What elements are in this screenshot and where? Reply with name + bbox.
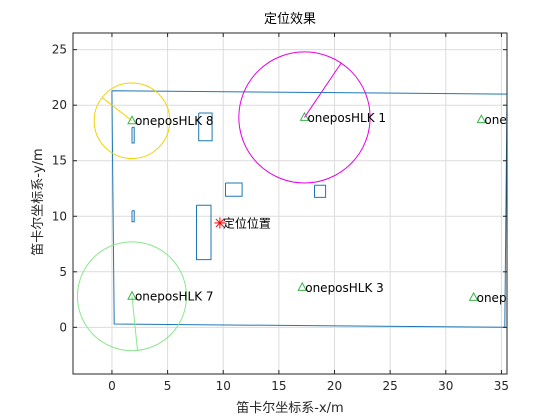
x-tick-label: 20 [327,379,342,393]
grid [73,33,507,374]
y-tick-label: 25 [52,43,67,57]
x-tick-label: 0 [108,379,116,393]
y-tick-label: 20 [52,98,67,112]
position-marker [214,217,226,229]
axes: 0 5 10 15 20 25 30 35 0 5 10 15 20 25 [52,32,509,393]
obstacle [198,112,213,142]
range-circle [238,51,371,184]
obstacle [131,210,135,223]
chart-title: 定位效果 [264,12,316,27]
plot-area: oneposHLK 1 oneposHLK 2 oneposHLK 3 oneposH… [76,51,560,352]
anchor-marker [127,115,137,125]
range-circle [76,241,188,352]
anchor-label: oneposHLK 2 [484,113,560,127]
anchor-marker [297,281,308,291]
range-radius-line [131,296,139,351]
range-radius-line [304,62,342,118]
obstacle [314,184,327,198]
x-tick-label: 10 [216,379,231,393]
x-axis-label: 笛卡尔坐标系-x/m [236,400,343,416]
y-tick-label: 5 [59,265,67,279]
anchor-label: oneposHLK 1 [307,111,386,125]
x-tick-label: 35 [494,379,509,393]
range-circle [93,82,171,160]
anchor-marker [468,291,479,301]
anchor-marker [127,290,137,300]
anchor-label: oneposHLK 5 [477,291,556,305]
anchor-label: oneposHLK 8 [135,114,214,128]
anchor-label: oneposHLK 7 [135,290,214,304]
obstacle [225,182,243,197]
x-tick-label: 25 [383,379,398,393]
anchor-label: oneposHLK 3 [305,281,384,295]
x-tick-label: 15 [271,379,286,393]
range-radius-line [101,97,133,122]
position-marker-d2 [215,218,225,228]
obstacle [196,204,212,261]
y-tick-label: 15 [52,154,67,168]
anchor-marker [476,114,487,124]
x-tick-label: 5 [164,379,172,393]
x-tick-label: 30 [438,379,453,393]
obstacle [131,126,135,144]
position-label: 定位位置 [223,215,271,230]
anchor-marker [299,111,310,121]
y-axis-label: 笛卡尔坐标系-y/m [30,148,46,255]
y-tick-label: 0 [59,320,67,334]
y-tick-label: 10 [52,209,67,223]
axes-box [72,32,508,375]
